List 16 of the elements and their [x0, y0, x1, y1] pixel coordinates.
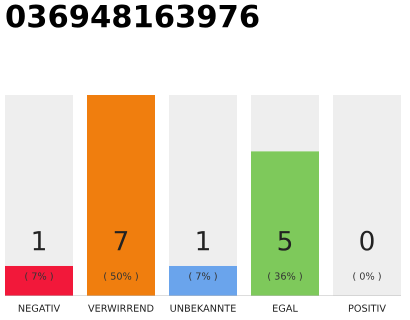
- annotation: 0: [360, 230, 374, 251]
- x-tick-label: POSITIV: [348, 304, 386, 312]
- x-tick-label: VERWIRREND: [88, 304, 154, 312]
- x-tick-label: UNBEKANNTE: [170, 304, 236, 312]
- annotation: 1: [198, 231, 209, 250]
- annotation: ( 36% ): [268, 272, 302, 281]
- annotation: ( 7% ): [25, 272, 53, 281]
- x-tick-label: NEGATIV: [18, 304, 60, 312]
- annotation: 5: [278, 231, 292, 251]
- x-tick-label: EGAL: [273, 304, 298, 312]
- annotation: 7: [114, 231, 128, 250]
- annotation: ( 50% ): [104, 272, 138, 281]
- chart-title: 036948163976: [6, 4, 258, 28]
- annotation: ( 0% ): [353, 272, 381, 281]
- annotation: 1: [34, 231, 45, 250]
- annotation: ( 7% ): [189, 272, 217, 281]
